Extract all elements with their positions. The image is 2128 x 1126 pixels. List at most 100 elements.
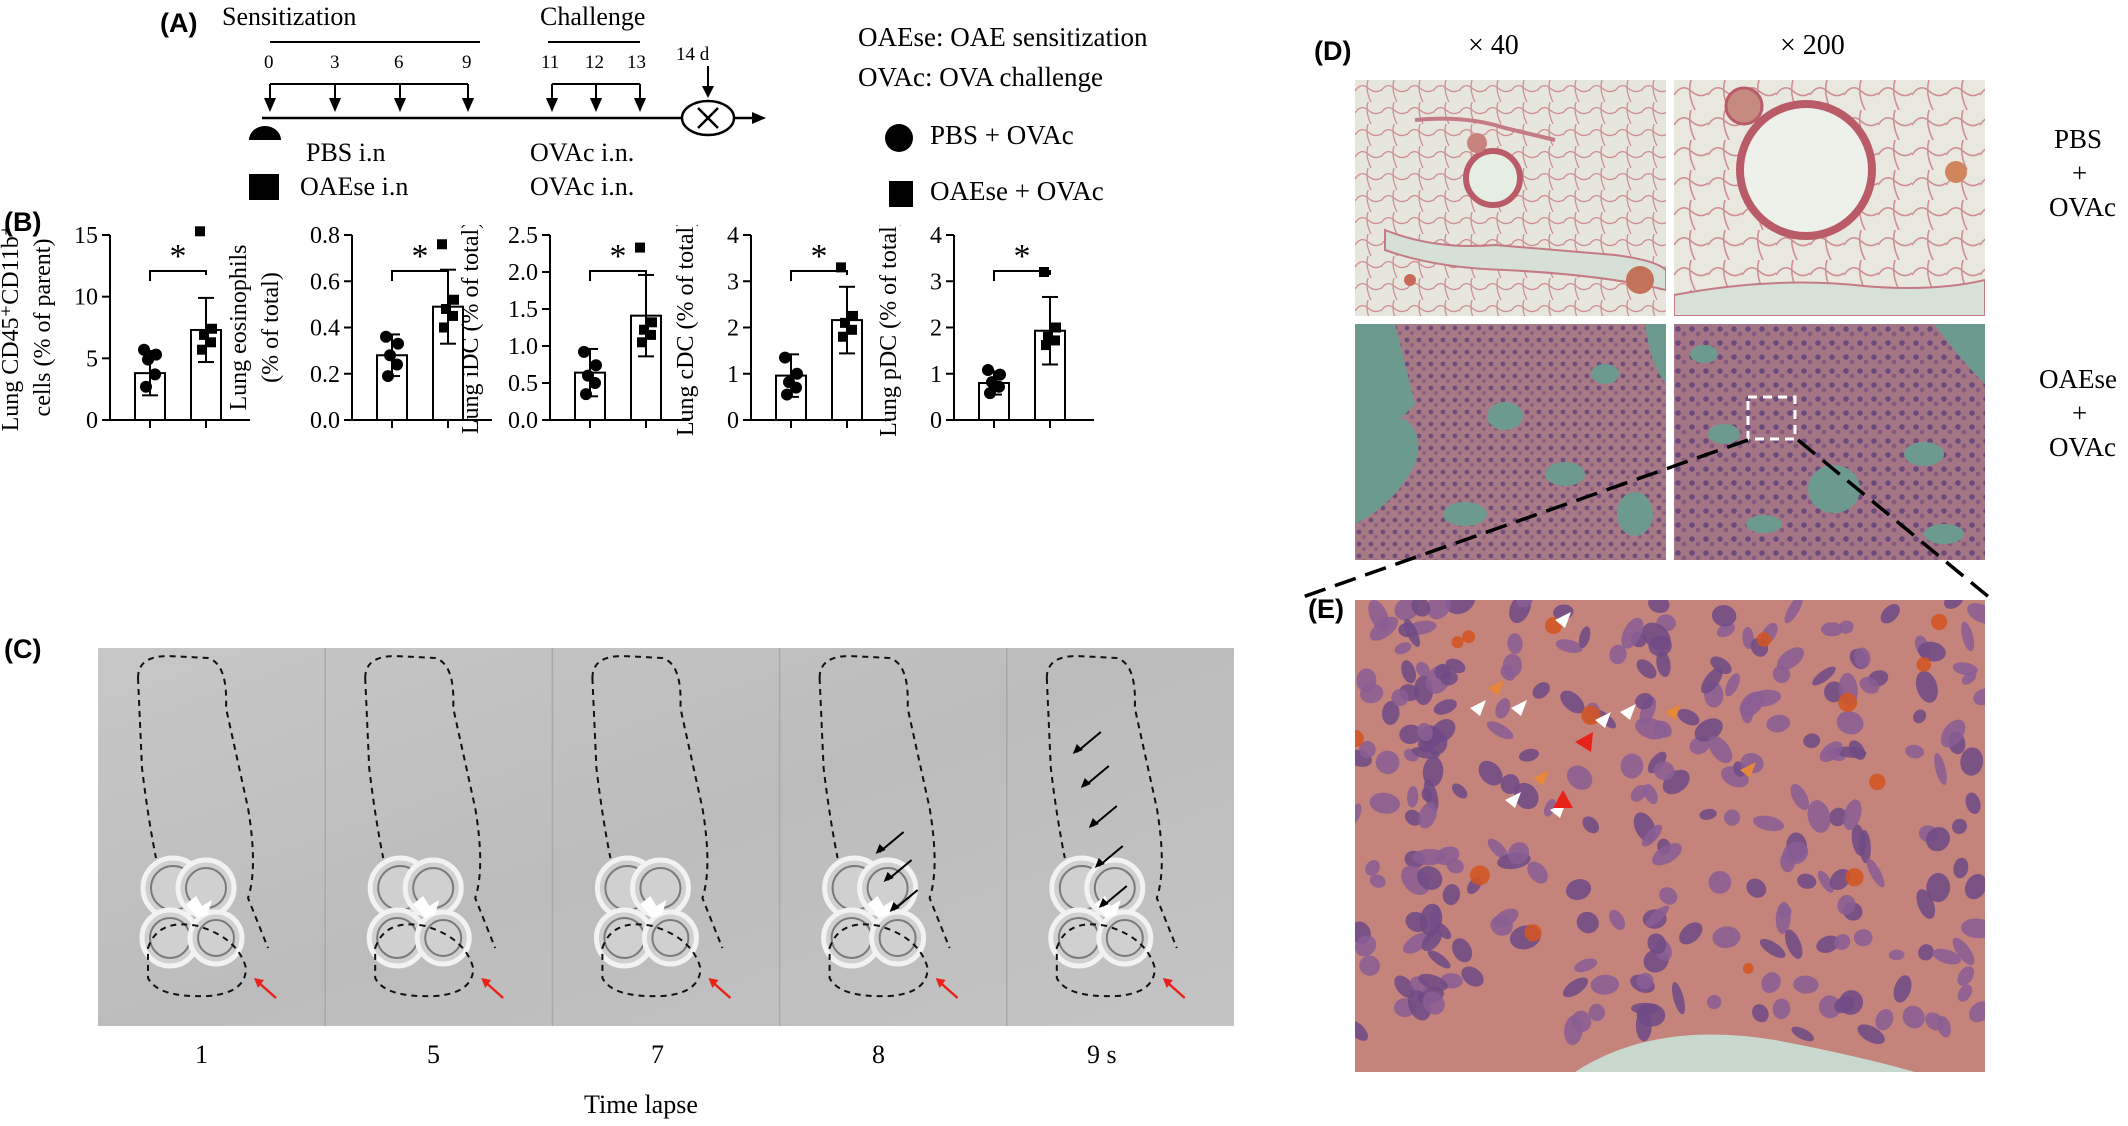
y-tick-label: 1.5	[508, 297, 538, 323]
magnification-high: × 200	[1780, 30, 1845, 61]
nucleus	[1451, 783, 1468, 799]
frame-label-8: 8	[872, 1040, 885, 1069]
nucleus	[1375, 750, 1400, 775]
day-6: 6	[394, 52, 404, 73]
data-point	[635, 242, 645, 253]
granule	[867, 896, 894, 918]
nucleus	[1566, 765, 1593, 790]
nucleus	[1952, 937, 1975, 966]
y-tick-label: 0	[727, 408, 739, 434]
nucleus	[1527, 861, 1548, 884]
data-point	[140, 380, 152, 393]
nucleus	[1645, 905, 1670, 927]
magnification-low: × 40	[1468, 30, 1519, 61]
panel-label-d: (D)	[1314, 36, 1352, 66]
eosinophil-granule	[1916, 657, 1932, 672]
y-tick-label: 2.0	[508, 260, 538, 286]
nucleus	[1818, 995, 1841, 1019]
challenge-label: Challenge	[540, 2, 646, 31]
nucleus	[1394, 642, 1412, 655]
y-axis-label: cells (% of parent)	[30, 239, 56, 417]
nucleus	[1445, 600, 1476, 615]
cell-edge	[878, 919, 917, 957]
nucleus	[1507, 842, 1530, 865]
y-tick-label: 0.0	[508, 408, 538, 434]
nucleus	[1694, 718, 1723, 742]
orange-arrowhead	[1740, 762, 1756, 778]
bar-chart-4: 0 1 2 3 4 Lung cDC (% of total) *	[673, 225, 891, 436]
nucleus	[1516, 600, 1533, 608]
nucleus	[1495, 698, 1511, 719]
bar-chart-3: 0.0 0.5 1.0 1.5 2.0 2.5 Lung iDC (% of total) *	[458, 225, 690, 434]
nucleus	[1918, 944, 1934, 961]
nucleus	[1406, 786, 1419, 808]
eosinophil-granule	[1355, 729, 1364, 748]
nucleus	[1679, 922, 1703, 945]
nucleus	[1399, 724, 1422, 745]
frame-label-9s: 9 s	[1087, 1040, 1117, 1069]
y-axis-label: (% of total)	[258, 272, 284, 383]
nucleus	[1416, 866, 1443, 890]
nucleus	[1636, 972, 1654, 990]
nucleus	[1902, 1005, 1925, 1029]
nucleus	[1937, 1016, 1951, 1038]
nucleus	[1784, 929, 1803, 959]
nucleus	[1880, 604, 1900, 624]
nucleus	[1647, 751, 1667, 774]
cell-edge	[651, 919, 690, 957]
nucleus	[1746, 878, 1767, 898]
nucleus	[1821, 622, 1843, 637]
red-arrowhead	[1575, 732, 1593, 752]
data-point	[847, 324, 857, 335]
bar-chart-2: 0.0 0.2 0.4 0.6 0.8 Lung eosinophils (% of tot…	[226, 225, 492, 434]
nucleus	[1507, 633, 1523, 655]
nucleus	[1651, 843, 1682, 866]
granule	[186, 896, 212, 918]
y-axis-label: Lung pDC (% of total)	[876, 225, 902, 437]
y-tick-label: 5	[86, 346, 98, 372]
legend-group-pbs: PBS + OVAc	[930, 120, 1074, 150]
nucleus	[1416, 723, 1433, 742]
significance-bracket	[790, 270, 848, 281]
nucleus	[1812, 666, 1836, 686]
nucleus	[1875, 1009, 1894, 1031]
data-point	[449, 294, 459, 305]
nucleus	[1486, 721, 1514, 740]
nucleus	[1816, 935, 1840, 953]
data-point	[836, 262, 846, 273]
black-arrowhead	[1094, 858, 1105, 868]
nucleus	[1967, 603, 1985, 624]
bar-chart-1: 0 5 10 15 Lung CD45⁺CD11b⁺ cells (% of parent…	[0, 225, 250, 434]
nucleus	[1957, 966, 1975, 986]
data-point	[384, 349, 396, 362]
nucleus	[1859, 676, 1880, 694]
dashed-outline	[591, 677, 612, 859]
nucleus	[1653, 720, 1672, 738]
black-arrowhead	[875, 844, 886, 854]
eosinophil-granule	[1869, 773, 1886, 791]
white-arrowhead	[1555, 612, 1571, 628]
nucleus	[1404, 809, 1422, 826]
orange-arrowhead	[1533, 770, 1549, 786]
nucleus	[1419, 903, 1443, 936]
nucleus	[1422, 756, 1444, 787]
y-tick-label: 1.0	[508, 334, 538, 360]
nucleus	[1369, 616, 1399, 641]
red-arrow	[257, 981, 277, 999]
nucleus	[1834, 746, 1867, 758]
data-point	[439, 322, 449, 333]
red-arrow	[1165, 981, 1186, 999]
dashed-outline	[364, 654, 497, 949]
orange-arrowhead	[1488, 680, 1504, 696]
nucleus	[1953, 857, 1969, 879]
nucleus	[1766, 714, 1791, 733]
granule	[1094, 896, 1121, 918]
row-label-oaese-line1: OAEse	[2039, 364, 2117, 394]
nucleus	[1422, 991, 1445, 1015]
y-tick-label: 2.5	[508, 225, 538, 249]
nucleus	[1708, 870, 1732, 894]
data-point	[848, 310, 858, 321]
eosinophil-granule	[1756, 632, 1772, 647]
row-label-oaese-line2: +	[2072, 398, 2088, 428]
